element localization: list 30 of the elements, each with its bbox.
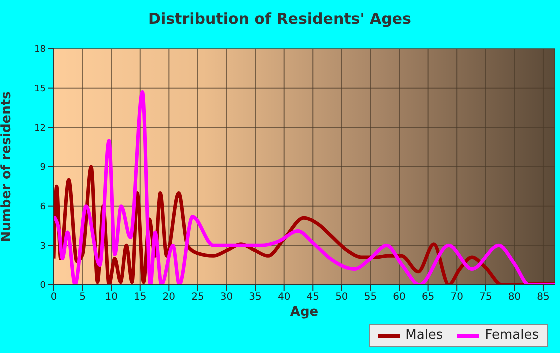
x-axis-title: Age — [290, 305, 319, 320]
y-tick-label: 12 — [34, 124, 46, 134]
x-tick-label: 70 — [450, 292, 464, 304]
x-tick-label: 75 — [480, 292, 492, 304]
y-tick-label: 3 — [40, 242, 46, 252]
y-axis-title: Number of residents — [0, 91, 15, 242]
x-tick-label: 20 — [162, 292, 176, 304]
x-tick-label: 0 — [50, 292, 58, 304]
x-tick-label: 50 — [336, 292, 348, 304]
x-tick-label: 45 — [306, 292, 320, 304]
y-tick-label: 9 — [40, 163, 46, 174]
y-tick-label: 18 — [34, 45, 46, 56]
x-tick-label: 10 — [105, 292, 118, 304]
x-tick-label: 60 — [393, 292, 406, 304]
x-tick-label: 80 — [508, 292, 522, 304]
x-tick-label: 5 — [80, 292, 86, 304]
x-tick-label: 40 — [278, 292, 291, 304]
chart-title: Distribution of Residents' Ages — [148, 10, 412, 28]
x-tick-label: 25 — [192, 292, 204, 304]
x-tick-label: 15 — [134, 292, 147, 304]
x-tick-label: 85 — [537, 292, 550, 304]
x-tick-label: 65 — [422, 292, 435, 304]
legend-label: Females — [484, 328, 539, 343]
y-tick-label: 6 — [40, 202, 46, 213]
x-tick-label: 55 — [364, 292, 378, 304]
y-tick-label: 15 — [34, 84, 46, 95]
legend-label: Males — [404, 328, 444, 343]
x-tick-label: 30 — [220, 292, 234, 304]
y-tick-label: 0 — [40, 281, 46, 292]
x-tick-label: 35 — [249, 292, 262, 304]
